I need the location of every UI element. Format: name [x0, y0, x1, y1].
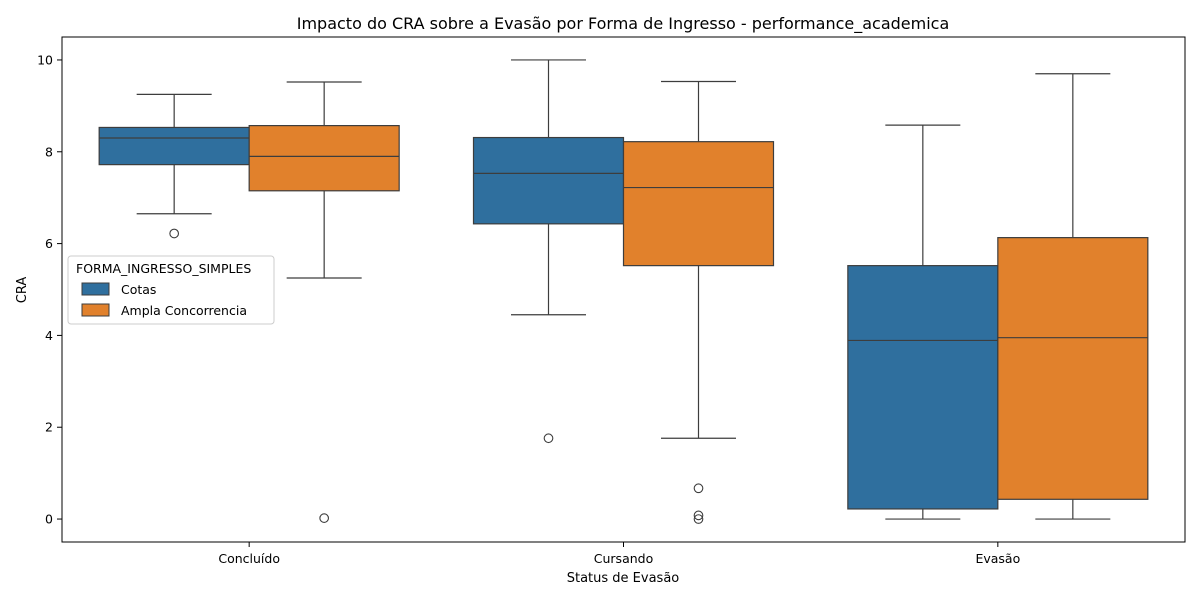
y-axis-label: CRA: [15, 277, 30, 304]
box-ampla-concorrencia: [248, 125, 400, 192]
legend-swatch-ampla-concorrencia: [81, 303, 110, 317]
outlier-point-ampla-concorrencia: [693, 514, 704, 524]
outlier-point-ampla-concorrencia: [693, 510, 704, 521]
outlier-point-cotas: [543, 433, 554, 444]
outlier-point-ampla-concorrencia: [319, 513, 330, 523]
outlier-point-cotas: [169, 228, 180, 239]
box-cotas: [98, 126, 250, 166]
y-tick-label: 0: [45, 512, 53, 527]
box-cotas: [472, 136, 625, 225]
y-tick-label: 8: [45, 144, 53, 159]
legend-title: FORMA_INGRESSO_SIMPLES: [76, 261, 251, 276]
y-tick-label: 2: [45, 420, 53, 435]
legend-label-ampla-concorrencia: Ampla Concorrencia: [121, 303, 247, 318]
box-cotas: [847, 265, 999, 510]
legend-swatch-cotas: [81, 282, 110, 296]
outlier-point-ampla-concorrencia: [693, 483, 704, 494]
legend-frame: [67, 255, 275, 325]
axes-frame: [61, 36, 1186, 543]
x-tick-label: Concluído: [218, 551, 280, 566]
y-tick-label: 10: [37, 52, 53, 67]
y-tick-label: 6: [45, 236, 53, 251]
box-ampla-concorrencia: [622, 141, 775, 267]
x-axis-label: Status de Evasão: [567, 571, 680, 586]
chart-title: Impacto do CRA sobre a Evasão por Forma …: [297, 14, 950, 34]
legend: FORMA_INGRESSO_SIMPLES Cotas Ampla Conco…: [67, 255, 275, 325]
x-tick-label: Evasão: [975, 551, 1020, 566]
x-tick-label: Cursando: [594, 551, 653, 566]
legend-label-cotas: Cotas: [121, 282, 156, 297]
y-tick-label: 4: [45, 328, 53, 343]
box-ampla-concorrencia: [997, 237, 1149, 500]
plot-area: 0 2 4 6 8 10 Concluído Cursando Evasão: [37, 36, 1186, 566]
